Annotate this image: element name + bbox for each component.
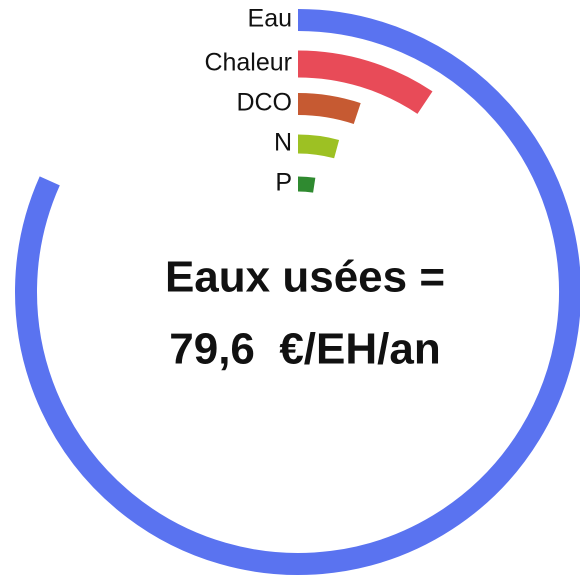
radial-bar [297,176,316,193]
category-label: Chaleur [204,49,292,77]
radial-bar [297,134,340,159]
radial-bar [15,9,580,575]
category-label: P [275,169,292,197]
radial-bar [297,50,433,114]
chart-title: Eaux usées = [165,253,445,302]
chart-subtitle: 79,6 €/EH/an [169,325,440,374]
category-label: N [274,129,292,157]
category-label: Eau [248,5,292,33]
radial-bar [297,93,361,125]
category-label: DCO [236,89,292,117]
